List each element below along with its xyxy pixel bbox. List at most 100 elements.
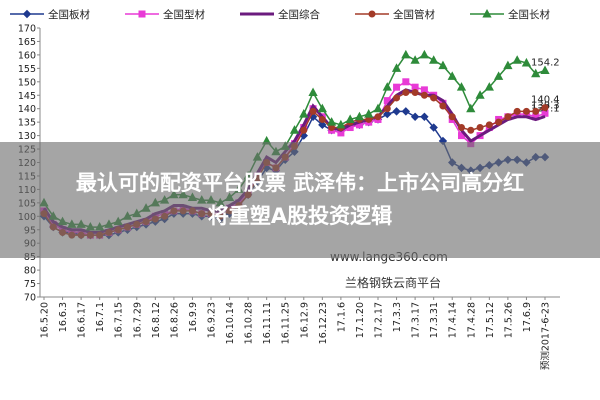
x-tick-label: 17.4.28 [466,302,477,338]
point [354,111,365,121]
x-tick-label: 17.3.3 [392,302,403,332]
point [484,82,494,91]
y-tick-label: 140 [18,104,36,115]
x-tick-label: 16.8.26 [169,302,180,338]
point [374,113,382,121]
point [420,112,429,121]
y-tick-label: 170 [18,24,36,35]
point [495,118,503,126]
point [382,82,392,91]
headline: 最认可的配资平台股票 武泽伟：上市公司高分红 [76,171,524,195]
point [309,107,317,115]
x-tick-label: 16.9.23 [207,302,218,338]
legend-label: 全国长材 [508,8,550,21]
x-tick-label: 16.11.11 [262,302,273,344]
point [401,49,411,59]
point [521,57,532,67]
y-tick-label: 160 [18,50,36,61]
point [439,102,447,110]
legend-label: 全国管材 [393,8,435,21]
point [411,89,419,97]
end-label: 154.2 [531,58,560,69]
point [138,10,146,18]
point [410,112,420,121]
end-label: 140.4 [531,95,560,106]
y-tick-label: 70 [24,293,36,304]
x-tick-label: 16.12.23 [318,302,329,344]
x-tick-label: 16.7.1 [95,302,106,332]
x-tick-label: 16.11.25 [281,302,292,344]
point [368,10,376,18]
x-tick-label: 17.3.17 [411,302,422,338]
point [364,109,374,118]
point [430,94,438,102]
point [475,90,485,99]
point [540,65,550,75]
y-tick-label: 145 [18,91,36,102]
point [493,71,504,80]
legend-label: 全国型材 [163,8,205,21]
x-tick-label: 16.7.29 [132,302,143,338]
point [420,91,428,99]
point [326,117,337,126]
x-tick-label: 16.6.17 [77,302,88,338]
point [318,120,327,130]
point [401,107,411,116]
point [402,89,410,97]
point [447,71,457,80]
point [383,109,392,119]
point [410,55,420,64]
point [308,87,318,97]
point [485,121,493,129]
x-tick-label: 17.3.31 [429,302,440,338]
point [289,125,300,134]
legend-label: 全国综合 [278,8,320,21]
point [392,107,401,116]
x-tick-label: 16.9.9 [188,302,199,332]
y-tick-label: 80 [24,266,36,277]
watermark-name: 兰格钢铁云商平台 [345,275,441,290]
overlay-band [0,142,600,258]
point [532,107,540,115]
point [393,83,401,91]
x-tick-label: 预测2017-6-23 [541,302,552,370]
x-tick-label: 16.8.12 [151,302,162,338]
point [456,82,467,91]
point [522,107,530,115]
point [513,107,521,115]
x-tick-label: 17.1.6 [336,302,347,332]
legend-label: 全国板材 [48,8,90,21]
headline: 将重塑A股投资逻辑 [208,204,392,228]
point [466,103,476,113]
point [318,115,326,123]
point [22,9,32,19]
point [345,114,355,123]
point [467,126,475,134]
point [482,8,492,18]
point [299,109,309,118]
y-tick-label: 165 [18,37,36,48]
x-tick-label: 16.6.3 [58,302,69,332]
y-tick-label: 75 [24,279,36,290]
point [419,49,430,59]
x-tick-label: 17.4.14 [448,302,459,338]
point [336,119,346,129]
point [429,55,439,64]
x-tick-label: 17.2.17 [374,302,385,338]
point [402,78,410,86]
y-tick-label: 135 [18,118,36,129]
x-tick-label: 17.5.12 [485,302,496,338]
x-tick-label: 16.7.15 [114,302,125,338]
x-tick-label: 16.10.14 [225,302,236,344]
x-tick-label: 16.5.20 [40,302,51,338]
point [448,113,456,121]
x-tick-label: 16.12.9 [299,302,310,338]
point [476,124,484,132]
point [300,126,308,134]
point [429,123,438,132]
x-tick-label: 16.10.28 [244,302,255,344]
x-tick-label: 17.5.26 [503,302,514,338]
point [383,105,391,113]
point [317,103,327,113]
